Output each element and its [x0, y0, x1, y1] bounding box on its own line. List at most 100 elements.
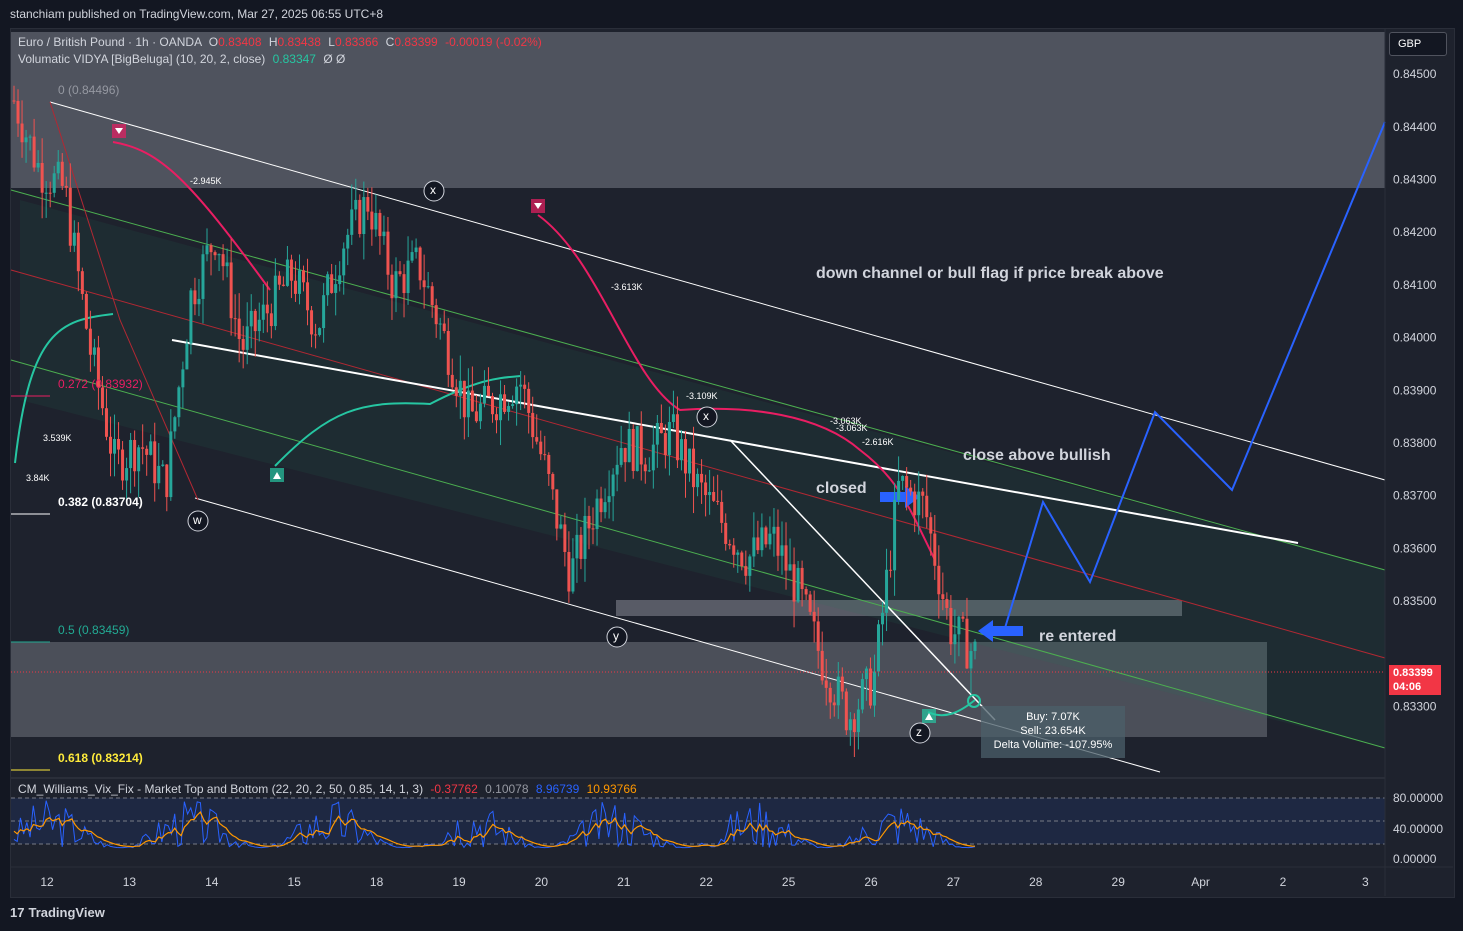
candle-body [961, 616, 965, 619]
candle-body [265, 304, 269, 314]
candle-body [671, 414, 675, 422]
annotation-main[interactable]: down channel or bull flag if price break… [816, 265, 1164, 282]
candle-body [643, 464, 647, 472]
currency-button[interactable]: GBP [1389, 32, 1447, 56]
candle-body [257, 319, 261, 332]
candle-body [310, 310, 314, 335]
legend-row-indicator[interactable]: Volumatic VIDYA [BigBeluga] (10, 20, 2, … [18, 52, 345, 66]
candle-body [48, 192, 52, 194]
sub-price-axis[interactable]: 80.00000 40.00000 0.00000 [1393, 791, 1443, 866]
candle-body [812, 611, 816, 622]
candle-body [551, 473, 555, 490]
tv-logo-text: TradingView [28, 905, 105, 920]
candle-body [579, 534, 583, 559]
wave-w-circle [187, 510, 209, 532]
price-tick-9: 0.83600 [1393, 541, 1437, 555]
price-axis[interactable]: 0.84500 0.84400 0.84300 0.84200 0.84100 0.840… [1393, 67, 1437, 713]
sub-value-1: -0.37762 [430, 782, 478, 796]
time-tick-12: 28 [1029, 875, 1043, 889]
candle-body [688, 448, 692, 474]
candle-body [161, 464, 165, 466]
candle-body [474, 411, 478, 422]
indicator-value: 0.83347 [272, 52, 316, 66]
candle-body [913, 491, 917, 516]
price-tick-1: 0.84400 [1393, 120, 1437, 134]
candle-body [603, 502, 607, 513]
time-axis[interactable]: 12 13 14 15 18 19 20 21 22 25 26 27 28 29 Apr 2 3 [40, 875, 1369, 889]
candle-body [426, 286, 430, 288]
candle-body [406, 260, 410, 294]
sell-signal-1-icon [115, 128, 123, 134]
candle-body [523, 384, 527, 389]
annotation-bullish[interactable]: close above bullish [963, 447, 1111, 464]
candle-body [893, 499, 897, 571]
candle-body [213, 252, 217, 256]
candle-body [28, 136, 32, 138]
candle-body [346, 234, 350, 249]
wave-z-circle [909, 722, 931, 744]
candle-body [852, 719, 856, 733]
candle-body [647, 470, 651, 472]
price-tick-3: 0.84200 [1393, 225, 1437, 239]
candle-body [277, 275, 281, 285]
candle-body [788, 564, 792, 571]
candle-body [237, 318, 241, 339]
candle-body [543, 454, 547, 456]
fib-0-label: 0 (0.84496) [58, 83, 120, 97]
fib-0272-label: 0.272 (0.83932) [58, 377, 143, 391]
time-tick-15: 2 [1280, 875, 1287, 889]
candle-body [350, 209, 354, 235]
candle-body [969, 651, 973, 669]
price-candles [12, 85, 977, 757]
candle-body [796, 567, 800, 602]
fib-0618-label: 0.618 (0.83214) [58, 751, 143, 765]
candle-body [764, 527, 768, 545]
legend-row-sub[interactable]: CM_Williams_Vix_Fix - Market Top and Bot… [18, 782, 637, 796]
vidya-label-2: -3.613K [611, 282, 643, 292]
candle-body [760, 527, 764, 551]
candle-body [338, 275, 342, 285]
candle-body [64, 185, 68, 188]
candle-body [941, 594, 945, 600]
candle-body [249, 310, 253, 327]
candle-body [104, 408, 108, 437]
candle-body [229, 262, 233, 319]
candle-body [595, 498, 599, 530]
annotation-closed[interactable]: closed [816, 480, 867, 497]
candle-body [804, 589, 808, 595]
candle-body [683, 439, 687, 474]
candle-body [780, 545, 784, 556]
volume-info-box: Buy: 7.07K Sell: 23.654K Delta Volume: -… [981, 706, 1125, 758]
candle-body [559, 524, 563, 529]
tradingview-logo[interactable]: 17 TradingView [10, 905, 105, 920]
trendline-upper [171, 339, 1299, 544]
candle-body [575, 534, 579, 559]
candle-body [531, 412, 535, 438]
candle-body [358, 199, 362, 235]
candle-body [430, 286, 434, 306]
annotation-reentered[interactable]: re entered [1039, 628, 1117, 645]
candle-body [402, 274, 406, 294]
candle-body [631, 428, 635, 471]
candle-body [889, 569, 893, 571]
candle-body [800, 567, 804, 590]
candle-body [696, 473, 700, 488]
time-tick-11: 27 [947, 875, 961, 889]
candle-body [442, 323, 446, 331]
sell-signal-2-icon [534, 203, 542, 209]
candle-body [929, 517, 933, 534]
wave-x2-label: x [703, 409, 709, 423]
candle-body [189, 290, 193, 344]
candle-body [470, 390, 474, 412]
fib-05-label: 0.5 (0.83459) [58, 623, 130, 637]
candle-body [824, 680, 828, 688]
candle-body [663, 433, 667, 456]
candle-body [478, 403, 482, 422]
candle-body [784, 545, 788, 571]
publisher-text: stanchiam published on TradingView.com, … [10, 7, 383, 21]
symbol-name[interactable]: Euro / British Pound · 1h · OANDA [18, 35, 202, 49]
time-tick-7: 21 [617, 875, 631, 889]
candle-body [438, 323, 442, 325]
candle-body [611, 474, 615, 497]
